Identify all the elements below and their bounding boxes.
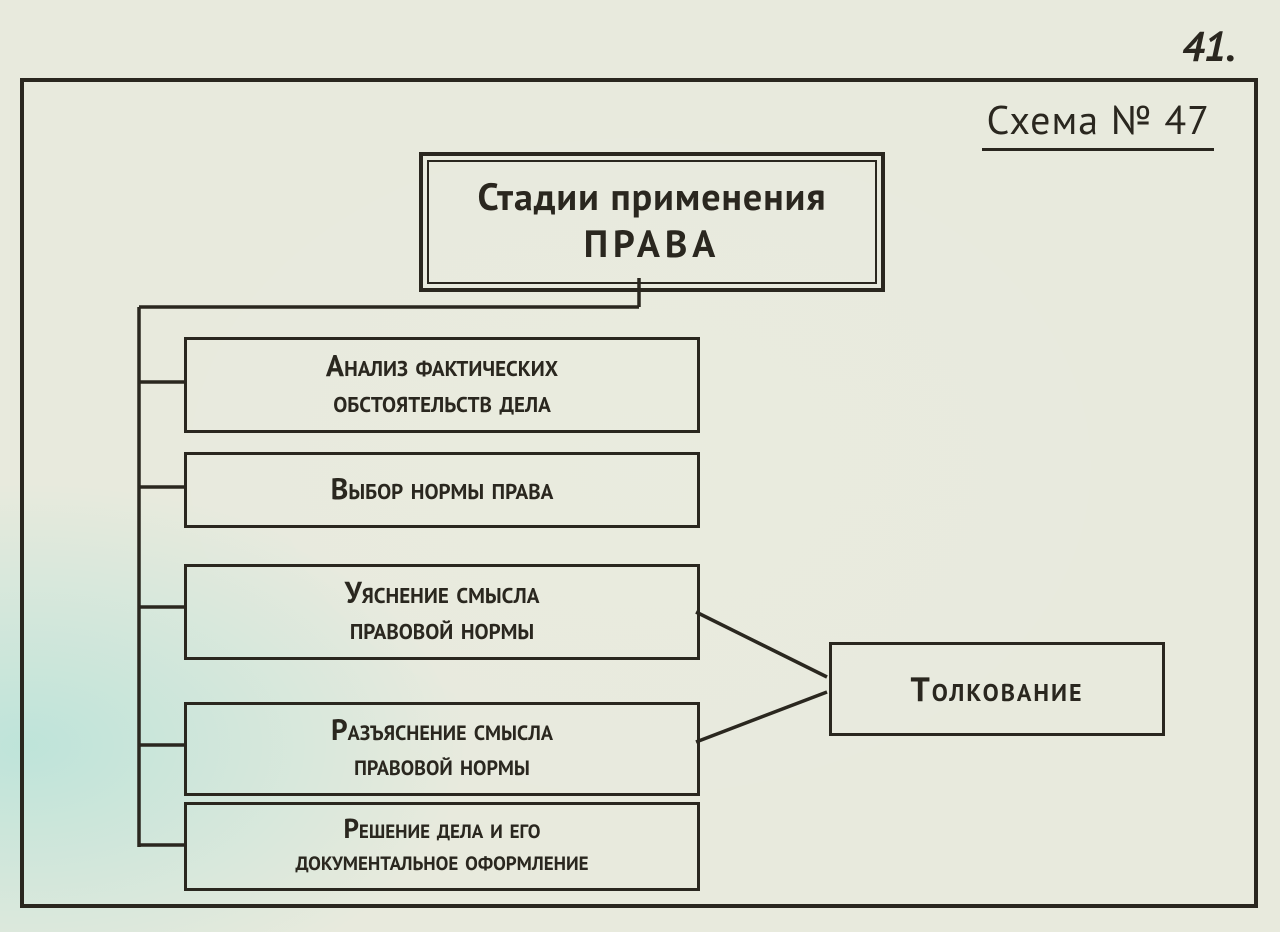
title-box: Стадии применения права — [419, 152, 885, 292]
title-line-1: Стадии применения — [435, 172, 869, 221]
stage-text: Решение дела и его — [205, 813, 679, 845]
stage-analysis-facts: Анализ фактических обстоятельств дела — [184, 337, 700, 433]
stage-text: Разъяснение смысла — [205, 713, 679, 748]
interpretation-text: Толкование — [910, 667, 1083, 711]
page: 41. Схема № 47 Стадии применения права А… — [0, 0, 1280, 932]
stage-text: Анализ фактических — [205, 348, 679, 384]
title-inner: Стадии применения права — [427, 160, 877, 284]
stage-explain-meaning: Разъяснение смысла правовой нормы — [184, 702, 700, 796]
stage-text: Выбор нормы права — [205, 471, 679, 507]
stage-decision-documentation: Решение дела и его документальное оформл… — [184, 802, 700, 891]
title-line-2: права — [435, 219, 869, 268]
scheme-number-label: Схема № 47 — [982, 94, 1214, 151]
stage-text: правовой нормы — [205, 611, 679, 647]
stage-choose-norm: Выбор нормы права — [184, 452, 700, 528]
page-number: 41. — [1182, 18, 1235, 73]
stage-text: документальное оформление — [205, 845, 679, 877]
stage-text: правовой нормы — [205, 748, 679, 783]
stage-text: Уяснение смысла — [205, 575, 679, 611]
interpretation-box: Толкование — [829, 642, 1165, 736]
stage-text: обстоятельств дела — [205, 384, 679, 420]
diagram-frame: Схема № 47 Стадии применения права Анали… — [20, 78, 1258, 908]
stage-understand-meaning: Уяснение смысла правовой нормы — [184, 564, 700, 660]
